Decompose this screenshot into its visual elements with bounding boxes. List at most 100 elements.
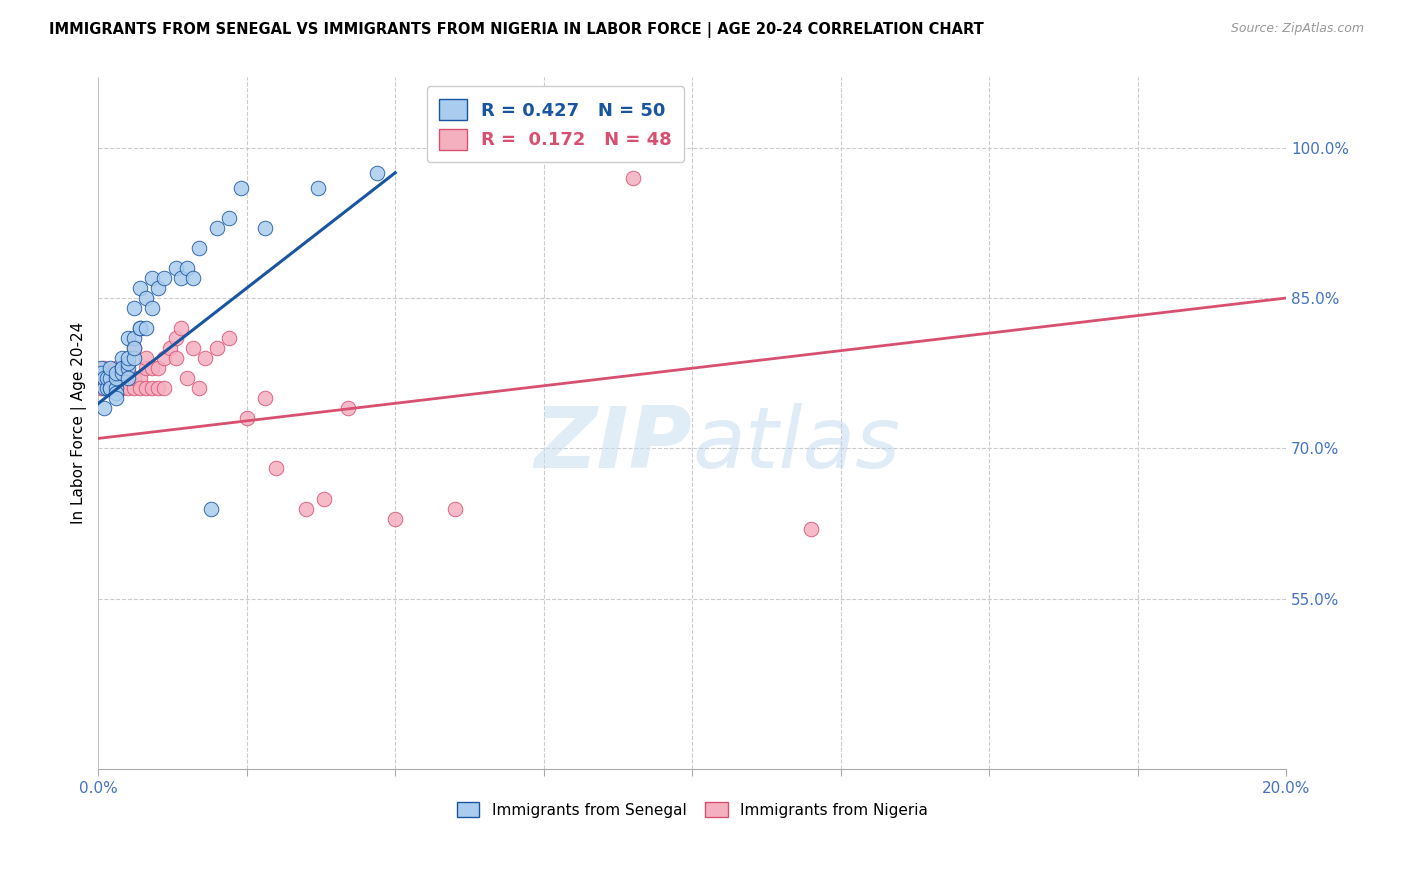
Point (122, 301, 145, 315)
Point (122, 381, 145, 395)
Point (141, 381, 163, 395)
Point (122, 341, 145, 355)
Point (253, 220, 276, 235)
Point (122, 371, 145, 385)
Point (111, 381, 134, 395)
Point (117, 371, 139, 385)
Point (90, 366, 112, 380)
Point (96, 381, 118, 395)
Point (105, 381, 128, 395)
Point (621, 170, 644, 185)
Point (176, 371, 198, 385)
Point (111, 361, 134, 376)
Point (117, 351, 139, 366)
Text: atlas: atlas (692, 402, 900, 485)
Legend: Immigrants from Senegal, Immigrants from Nigeria: Immigrants from Senegal, Immigrants from… (450, 796, 934, 824)
Point (129, 281, 152, 295)
Point (183, 271, 205, 285)
Point (93, 401, 115, 416)
Point (93, 381, 115, 395)
Point (98, 381, 121, 395)
Point (117, 371, 139, 385)
Point (135, 381, 157, 395)
Point (129, 321, 152, 335)
Point (129, 371, 152, 385)
Point (152, 271, 174, 285)
Point (117, 356, 139, 370)
Point (111, 371, 134, 385)
Point (90, 361, 112, 376)
Point (366, 166, 388, 180)
Point (141, 361, 163, 376)
Point (188, 241, 211, 255)
Point (336, 401, 359, 416)
Point (170, 321, 193, 335)
Point (183, 341, 205, 355)
Point (165, 260, 187, 275)
Point (218, 211, 240, 225)
Point (117, 366, 139, 380)
Point (194, 351, 217, 366)
Point (146, 281, 169, 295)
Text: ZIP: ZIP (534, 402, 692, 485)
Point (129, 381, 152, 395)
Point (218, 331, 240, 345)
Point (98, 381, 121, 395)
Point (312, 491, 335, 506)
Text: Source: ZipAtlas.com: Source: ZipAtlas.com (1230, 22, 1364, 36)
Point (152, 351, 174, 366)
Point (800, 522, 823, 536)
Point (122, 331, 145, 345)
Point (307, 180, 329, 194)
Point (236, 411, 259, 425)
Point (129, 321, 152, 335)
Point (146, 361, 169, 376)
Point (98, 361, 121, 376)
Point (176, 260, 198, 275)
Point (98, 371, 121, 385)
Point (165, 331, 187, 345)
Y-axis label: In Labor Force | Age 20-24: In Labor Force | Age 20-24 (72, 322, 87, 524)
Point (135, 351, 157, 366)
Point (165, 351, 187, 366)
Point (117, 381, 139, 395)
Point (135, 361, 157, 376)
Point (117, 361, 139, 376)
Point (384, 511, 406, 525)
Point (152, 381, 174, 395)
Point (443, 501, 465, 516)
Point (93, 371, 115, 385)
Point (105, 386, 128, 401)
Point (90, 381, 112, 395)
Point (111, 366, 134, 380)
Point (105, 371, 128, 385)
Point (188, 381, 211, 395)
Point (93, 361, 115, 376)
Point (98, 381, 121, 395)
Point (105, 366, 128, 380)
Point (170, 271, 193, 285)
Point (122, 351, 145, 366)
Point (93, 381, 115, 395)
Point (229, 180, 252, 194)
Point (253, 392, 276, 406)
Point (295, 501, 318, 516)
Text: IMMIGRANTS FROM SENEGAL VS IMMIGRANTS FROM NIGERIA IN LABOR FORCE | AGE 20-24 CO: IMMIGRANTS FROM SENEGAL VS IMMIGRANTS FR… (49, 22, 984, 38)
Point (105, 361, 128, 376)
Point (141, 301, 163, 315)
Point (122, 341, 145, 355)
Point (205, 220, 228, 235)
Point (117, 331, 139, 345)
Point (205, 341, 228, 355)
Point (266, 461, 288, 475)
Point (105, 371, 128, 385)
Point (111, 361, 134, 376)
Point (141, 271, 163, 285)
Point (111, 366, 134, 380)
Point (135, 291, 157, 305)
Point (146, 381, 169, 395)
Point (159, 341, 181, 355)
Point (105, 381, 128, 395)
Point (111, 351, 134, 366)
Point (96, 371, 118, 385)
